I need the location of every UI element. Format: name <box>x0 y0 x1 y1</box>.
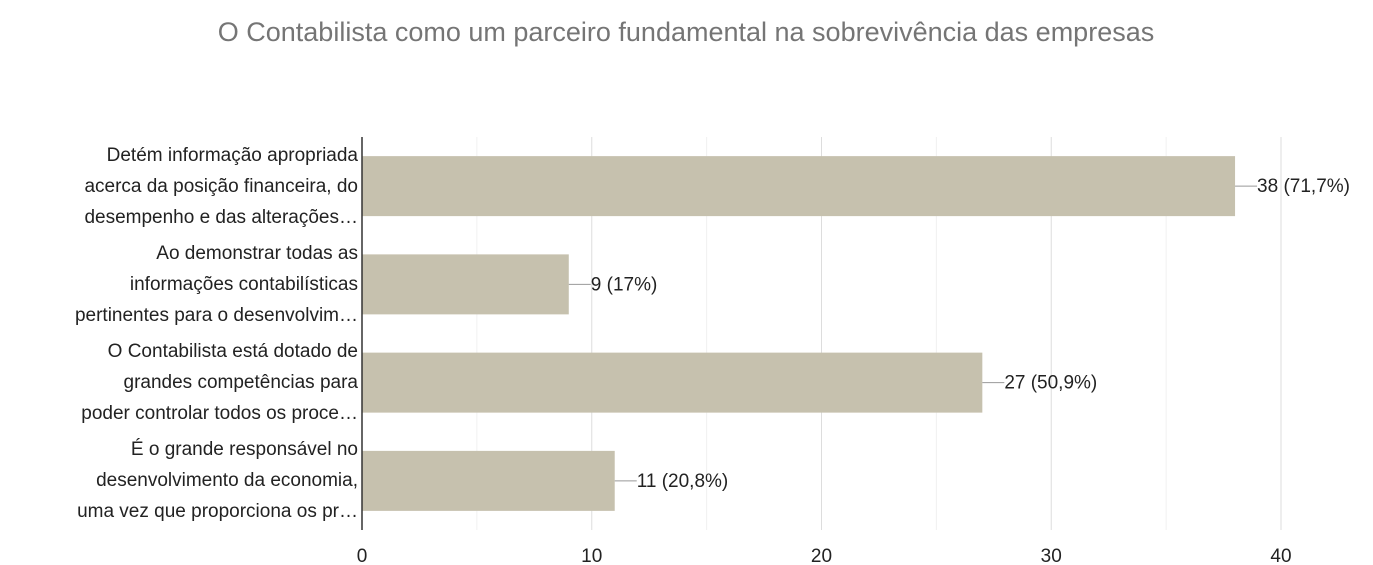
bar <box>362 450 615 511</box>
y-tick-label: É o grande responsável no desenvolviment… <box>77 439 358 523</box>
bar <box>362 156 1236 217</box>
chart-title: O Contabilista como um parceiro fundamen… <box>217 17 1155 47</box>
data-label: 9 (17%) <box>591 274 658 295</box>
y-tick-label: Detém informação apropriada acerca da po… <box>84 144 358 228</box>
x-tick-label: 10 <box>581 546 602 565</box>
data-label: 38 (71,7%) <box>1257 176 1350 197</box>
x-tick-label: 0 <box>357 546 368 565</box>
y-tick-label: Ao demonstrar todas as informações conta… <box>74 242 358 326</box>
x-tick-label: 20 <box>811 546 832 565</box>
data-label: 11 (20,8%) <box>637 471 729 492</box>
y-tick-label: O Contabilista está dotado de grandes co… <box>81 341 358 425</box>
x-tick-label: 30 <box>1041 546 1062 565</box>
bar <box>362 352 983 413</box>
bar <box>362 254 569 315</box>
x-tick-label: 40 <box>1270 546 1291 565</box>
data-label: 27 (50,9%) <box>1004 373 1097 394</box>
